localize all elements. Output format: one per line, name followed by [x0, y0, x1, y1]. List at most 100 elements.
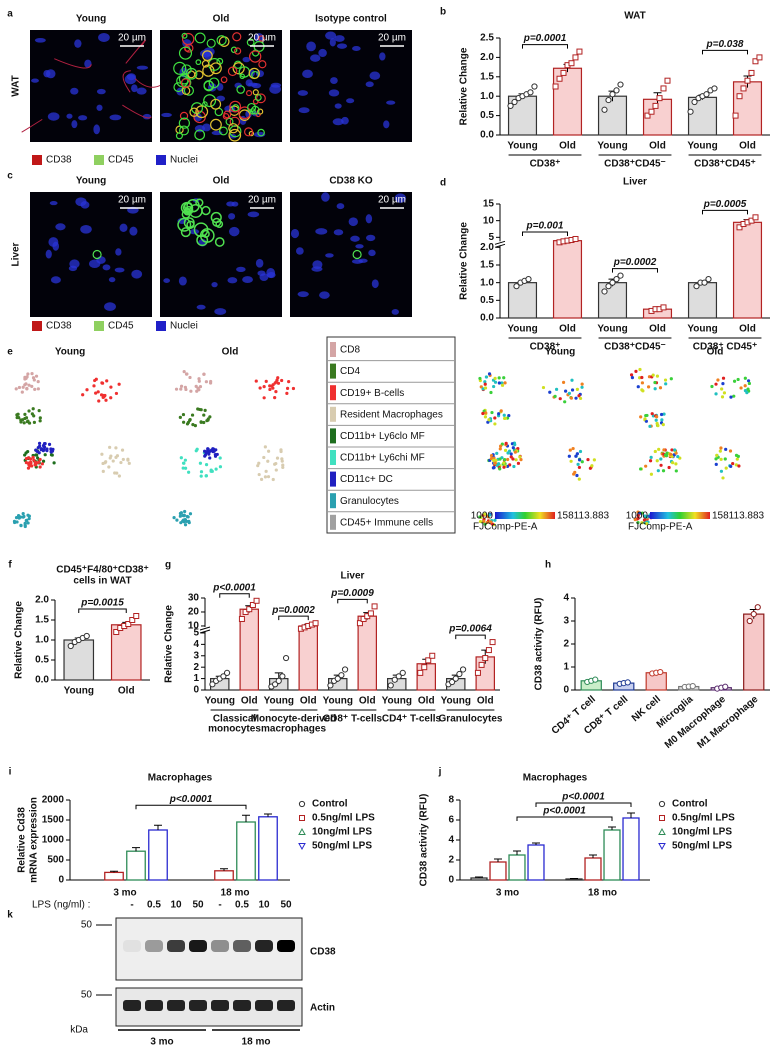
- cell-stain: [227, 66, 238, 77]
- nucleus: [98, 32, 110, 42]
- y-tick-label: 6: [448, 815, 454, 826]
- cell-dot: [42, 442, 47, 446]
- cell-dot: [503, 458, 507, 462]
- cell-dot: [33, 463, 38, 467]
- blot: [115, 987, 303, 1027]
- bar: [732, 81, 763, 136]
- cell-dot: [671, 461, 675, 465]
- group-label: Granulocytes: [439, 714, 503, 725]
- x-tick-label: 3 mo: [496, 888, 519, 899]
- cell-dot: [493, 518, 497, 522]
- cell-dot: [715, 453, 719, 457]
- nucleus: [371, 279, 379, 289]
- legend-swatch: [32, 321, 42, 331]
- cell-dot: [495, 451, 499, 455]
- cell-dot: [49, 447, 53, 451]
- cell-dot: [641, 389, 645, 393]
- scale-label: 20 µm: [248, 195, 276, 206]
- cell-dot: [117, 474, 121, 478]
- nucleus: [330, 77, 338, 84]
- data-point: [750, 611, 757, 618]
- cell-dot: [647, 375, 652, 379]
- cell-dot: [567, 391, 571, 395]
- cell-stain: [229, 100, 242, 113]
- cell-dot: [653, 380, 657, 385]
- cell-dot: [202, 413, 206, 417]
- cell-dot: [568, 448, 572, 452]
- cell-dot: [187, 521, 191, 525]
- x-tick-label: Old: [300, 696, 317, 707]
- cell-dot: [274, 461, 278, 466]
- x-tick-label: Old: [241, 696, 258, 707]
- column-label: Old: [213, 14, 230, 25]
- data-point: [556, 75, 563, 82]
- cell-dot: [181, 466, 185, 470]
- chart-title: Macrophages: [523, 773, 588, 784]
- cell-dot: [47, 442, 52, 446]
- cell-dot: [655, 374, 660, 378]
- cell-dot: [729, 464, 733, 469]
- data-point: [687, 108, 694, 115]
- legend-swatch: [330, 450, 336, 465]
- cell-dot: [25, 518, 29, 522]
- column-label: Isotype control: [315, 14, 387, 25]
- nucleus: [297, 90, 309, 96]
- cell-dot: [567, 454, 571, 458]
- cell-dot: [513, 450, 517, 454]
- cell-dot: [107, 465, 111, 469]
- data-point: [507, 102, 514, 110]
- cell-stain: [185, 67, 198, 80]
- bar: [214, 870, 234, 881]
- band: [211, 940, 229, 952]
- cell-dot: [275, 378, 279, 382]
- bar: [507, 95, 538, 136]
- cell-dot: [746, 379, 751, 383]
- data-point: [456, 670, 463, 678]
- cell-dot: [663, 453, 668, 457]
- cell-dot: [27, 461, 31, 465]
- bar: [584, 857, 602, 881]
- cell-dot: [38, 416, 42, 420]
- cell-dot: [638, 367, 642, 372]
- x-tick-label: Old: [649, 324, 666, 335]
- nucleus: [334, 35, 345, 42]
- data-point: [125, 621, 132, 627]
- cell-dot: [481, 411, 485, 416]
- cell-dot: [478, 376, 482, 381]
- x-tick-label: Young: [264, 696, 294, 707]
- cell-dot: [183, 458, 187, 462]
- nucleus: [211, 281, 218, 288]
- cell-stain: [194, 70, 204, 80]
- cell-dot: [592, 458, 596, 462]
- cell-stain: [203, 80, 215, 92]
- cell-dot: [499, 409, 503, 413]
- cell-dot: [81, 393, 85, 397]
- cell-dot: [657, 447, 661, 451]
- cell-dot: [718, 449, 722, 453]
- significance-bracket: [516, 816, 613, 821]
- nucleus: [234, 82, 242, 89]
- nucleus: [348, 217, 358, 227]
- cell-dot: [30, 384, 34, 388]
- y-tick-label: 5: [488, 232, 494, 243]
- cell-dot: [633, 517, 637, 522]
- cell-dot: [28, 457, 33, 461]
- cell-dot: [186, 515, 190, 519]
- cell-dot: [541, 385, 546, 390]
- legend-marker: [658, 800, 666, 808]
- cell-dot: [570, 388, 575, 392]
- lane-label: 0.5: [235, 900, 249, 911]
- cell-stain: [179, 111, 189, 121]
- cell-dot: [493, 461, 497, 465]
- axis-break: [199, 626, 211, 634]
- cell-dot: [716, 378, 720, 382]
- cell-dot: [639, 467, 643, 471]
- cell-dot: [14, 387, 18, 391]
- legend-swatch: [330, 363, 336, 379]
- x-tick-label: Young: [687, 324, 717, 335]
- p-value: p=0.038: [706, 39, 744, 50]
- cell-dot: [281, 463, 285, 467]
- cell-dot: [498, 447, 502, 451]
- cell-dot: [187, 470, 191, 474]
- x-tick-label: 3 mo: [113, 888, 136, 899]
